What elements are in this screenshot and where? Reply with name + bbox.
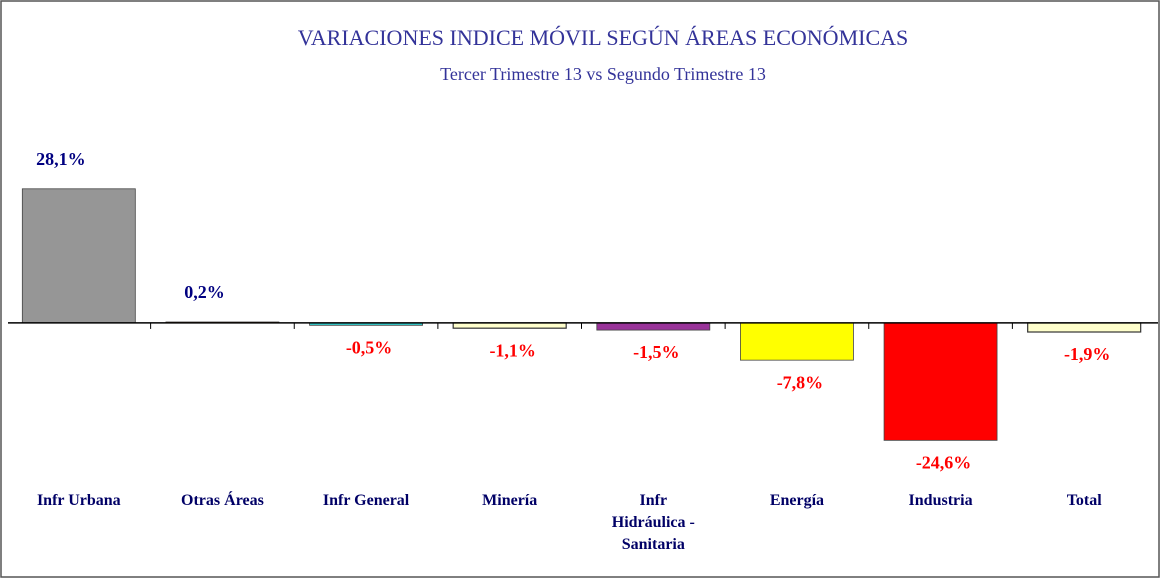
data-label: -1,9% bbox=[1064, 344, 1111, 364]
x-label-box: Infr Urbana bbox=[36, 492, 121, 509]
x-tick-label: Infr General bbox=[322, 492, 410, 509]
data-label: -1,1% bbox=[489, 340, 536, 360]
x-label-box: Minería bbox=[482, 492, 538, 509]
bar bbox=[21, 188, 136, 324]
x-label-box: Infr General bbox=[322, 492, 410, 509]
data-label: 0,2% bbox=[184, 282, 225, 302]
data-label: -0,5% bbox=[346, 337, 393, 357]
bar bbox=[452, 322, 567, 329]
x-label-box: Energía bbox=[769, 492, 825, 509]
data-label: -1,5% bbox=[633, 342, 680, 362]
x-tick-label: Minería bbox=[482, 492, 538, 509]
bar bbox=[740, 322, 854, 361]
x-label-box: Total bbox=[1066, 492, 1102, 509]
bar bbox=[1027, 322, 1142, 333]
x-label-box: Infr Hidráulica - Sanitaria bbox=[611, 492, 695, 550]
data-label: -24,6% bbox=[916, 452, 972, 472]
x-tick-label: Infr Hidráulica - Sanitaria bbox=[611, 492, 695, 550]
x-label-box: Industria bbox=[908, 492, 973, 509]
x-tick-label: Otras Áreas bbox=[181, 492, 264, 509]
x-tick-label: Total bbox=[1066, 492, 1102, 509]
x-label-box: Otras Áreas bbox=[181, 492, 264, 509]
x-tick-label: Industria bbox=[908, 492, 973, 509]
chart-title: VARIACIONES INDICE MÓVIL SEGÚN ÁREAS ECO… bbox=[298, 25, 909, 50]
x-tick-label: Infr Urbana bbox=[36, 492, 121, 509]
chart-subtitle: Tercer Trimestre 13 vs Segundo Trimestre… bbox=[440, 64, 766, 84]
bar bbox=[883, 322, 998, 441]
data-label: 28,1% bbox=[36, 149, 86, 169]
bar bbox=[596, 322, 711, 331]
x-tick-label: Energía bbox=[769, 492, 825, 509]
data-label: -7,8% bbox=[777, 372, 824, 392]
